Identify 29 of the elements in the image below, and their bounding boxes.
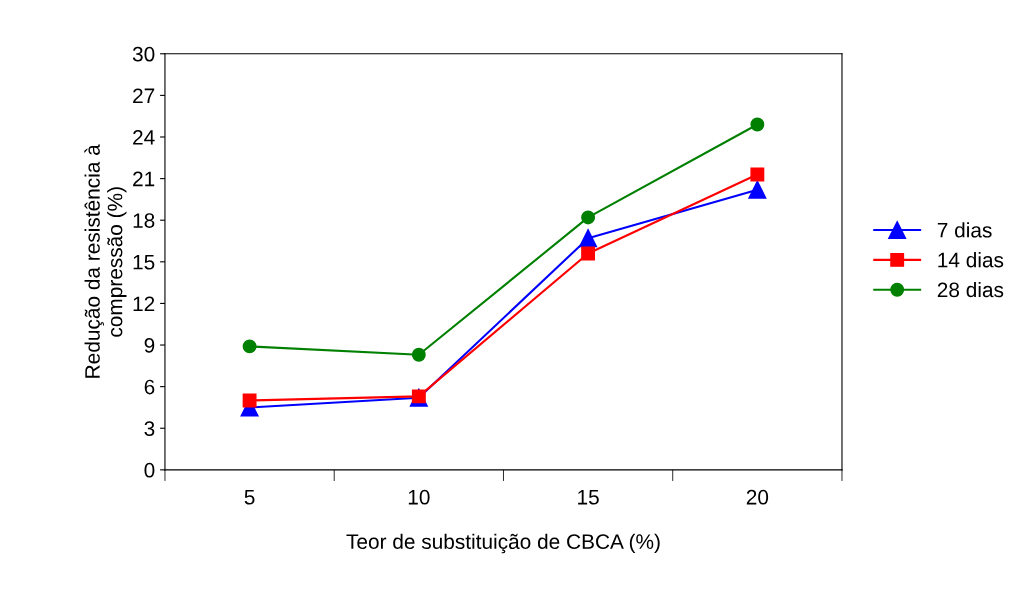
y-axis-title: Redução da resistência à compressão (%) xyxy=(84,144,127,378)
legend-label: 14 dias xyxy=(938,252,1004,268)
point xyxy=(242,339,257,354)
y-tick-label: 27 xyxy=(133,88,155,103)
y-tick-label: 9 xyxy=(144,338,155,353)
legend-label: 28 dias xyxy=(937,281,1004,298)
y-tick-label: 21 xyxy=(133,171,155,187)
point xyxy=(242,393,257,408)
y-tick-label: 30 xyxy=(132,46,155,62)
point xyxy=(411,347,426,362)
x-tick-label: 5 xyxy=(244,490,255,505)
point xyxy=(750,167,765,182)
y-tick-label: 24 xyxy=(133,130,155,145)
point xyxy=(748,180,767,199)
point xyxy=(581,246,596,261)
point xyxy=(750,117,765,132)
x-axis-title: Teor de substituição de CBCA (%) xyxy=(346,533,660,554)
y-tick-label: 0 xyxy=(144,462,155,478)
y-tick-label: 6 xyxy=(144,379,155,395)
point xyxy=(581,210,596,225)
point xyxy=(579,229,598,248)
x-tick-label: 20 xyxy=(746,489,769,505)
y-tick-label: 12 xyxy=(133,296,155,311)
y-tick-label: 3 xyxy=(144,421,155,436)
x-tick-label: 10 xyxy=(408,489,430,505)
y-tick-label: 18 xyxy=(133,213,155,228)
y-tick-label: 15 xyxy=(133,255,155,270)
legend-label: 7 dias xyxy=(937,222,992,238)
x-tick-label: 15 xyxy=(578,490,599,505)
